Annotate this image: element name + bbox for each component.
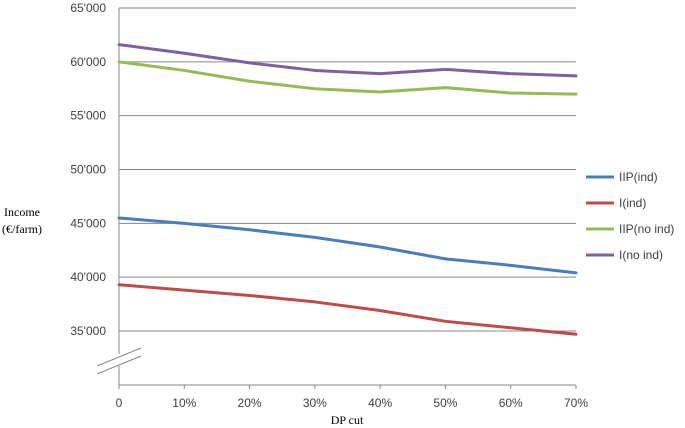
- x-tick-label: 40%: [368, 396, 392, 410]
- legend-label: IIP(ind): [619, 170, 658, 184]
- legend-label: IIP(no ind): [619, 222, 674, 236]
- y-tick-label: 60'000: [70, 55, 106, 69]
- y-tick-label: 45'000: [70, 216, 106, 230]
- x-tick-label: 70%: [564, 396, 588, 410]
- x-tick-label: 0: [116, 396, 123, 410]
- axes: [96, 8, 577, 389]
- axis-break-mark: [96, 355, 142, 375]
- y-tick-label: 65'000: [70, 1, 106, 15]
- legend-label: I(ind): [619, 196, 646, 210]
- series-line: [117, 60, 578, 96]
- x-tick-label: 10%: [172, 396, 196, 410]
- axis-break-mark: [96, 347, 142, 367]
- x-tick-label: 50%: [433, 396, 457, 410]
- x-tick-label: 60%: [499, 396, 523, 410]
- y-tick-label: 40'000: [70, 270, 106, 284]
- series-line: [117, 43, 578, 78]
- legend-label: I(no ind): [619, 248, 663, 262]
- y-tick-label: 55'000: [70, 109, 106, 123]
- x-tick-label: 20%: [238, 396, 262, 410]
- y-axis-title-line-2: (€/farm): [2, 222, 42, 236]
- y-tick-labels: 35'000 40'000 45'000 50'000 55'000 60'000 65'0…: [70, 1, 106, 338]
- series-line: [117, 283, 578, 336]
- y-tick-label: 50'000: [70, 163, 106, 177]
- y-axis-title-line-1: Income: [4, 205, 40, 219]
- x-axis-title: DP cut: [331, 413, 364, 427]
- x-tick-label: 30%: [303, 396, 327, 410]
- x-tick-labels: 0 10% 20% 30% 40% 50% 60% 70%: [116, 396, 589, 410]
- y-tick-label: 35'000: [70, 324, 106, 338]
- legend: IIP(ind) I(ind) IIP(no ind) I(no ind): [586, 170, 674, 262]
- gridlines: [119, 7, 576, 332]
- series-lines: [117, 43, 578, 336]
- series-line: [117, 216, 578, 275]
